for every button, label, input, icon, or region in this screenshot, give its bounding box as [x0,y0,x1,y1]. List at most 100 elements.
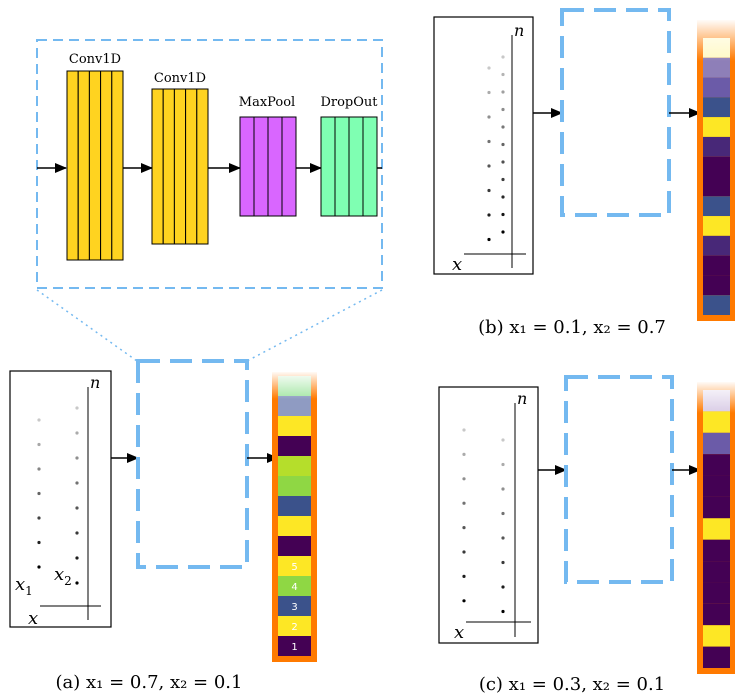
legend-value: 4 [291,582,297,593]
output-cell [703,117,730,137]
panel-c-caption: (c) x₁ = 0.3, x₂ = 0.1 [479,674,665,694]
sample-dot [501,536,505,540]
panel-a-x2-label: x2 [54,564,72,588]
output-fade [696,19,735,61]
panel-b-n-label: n [514,21,524,40]
sample-dot [501,160,505,164]
output-cell [278,416,311,436]
output-cell [703,97,730,118]
output-fade [271,371,318,399]
panel-c-dots [462,428,505,614]
legend-value: 2 [291,622,297,633]
layer-band [66,70,79,261]
sample-dot [75,431,79,435]
panel-a-output-column: 5 4 3 2 1 [271,371,318,662]
panel-a-caption: (a) x₁ = 0.7, x₂ = 0.1 [56,672,243,693]
sample-dot [501,195,505,199]
sample-dot [462,599,466,603]
layer-band [173,88,187,245]
output-cell [703,176,730,197]
output-cell [278,396,311,416]
sample-dot [487,139,491,144]
output-cell [703,561,730,583]
output-cell [278,496,311,516]
sample-dot [37,565,41,569]
output-cell [278,516,311,536]
sample-dot [501,487,505,491]
output-cell [703,475,730,497]
output-cell [703,255,730,276]
output-cell [703,235,730,256]
sample-dot [501,438,505,442]
output-cell [278,456,311,476]
sample-dot [501,142,505,147]
sample-dot [487,188,491,193]
sample-dot [37,540,41,545]
layer-band [151,88,164,245]
sample-dot [462,477,466,481]
layer-band [100,70,113,261]
panel-c: n x (c) x₁ = 0.3, x₂ = 0.1 [438,375,735,694]
panel-b-output-column [696,19,735,321]
panel-c-x-label: x [454,622,464,643]
sample-dot [462,452,466,456]
sample-dot [37,442,41,447]
output-cell [703,275,730,296]
sample-dot [487,237,491,242]
output-cell [278,616,311,636]
panel-a-network-box [136,359,249,569]
output-cell [703,518,730,540]
layer-band [348,116,364,217]
layer-band [320,116,336,217]
sample-dot [75,581,79,585]
layer-label-conv1d-2: Conv1D [154,71,206,86]
output-cell [703,77,730,98]
layer-band [267,116,283,217]
sample-dot [487,115,491,119]
output-cell [703,136,730,157]
network-zoom: Conv1D Conv1D MaxPool DropOut [36,39,383,362]
output-cell [278,476,311,496]
layer-conv1d-2 [151,88,209,245]
sample-dot [487,90,491,95]
output-cell [703,539,730,562]
output-cell [703,603,730,626]
layer-band [162,88,175,245]
layer-maxpool [239,116,297,217]
sample-dot [501,90,505,94]
output-cell [703,295,730,315]
panel-c-output-column [696,381,735,674]
layer-band [111,70,124,261]
sample-dot [462,574,466,579]
layer-band [362,116,378,217]
layer-band [77,70,90,261]
layer-label-conv1d-1: Conv1D [69,52,121,67]
sample-dot [37,418,41,422]
output-cell [278,596,311,616]
output-cell [278,536,311,556]
sample-dot [501,230,505,234]
output-cell [703,646,730,668]
layer-band [334,116,350,217]
sample-dot [501,560,505,565]
layer-label-maxpool: MaxPool [239,95,295,110]
sample-dot [75,531,79,535]
sample-dot [462,501,466,505]
panel-b-x-label: x [452,254,462,275]
layer-conv1d-1 [66,70,124,261]
panel-b-caption: (b) x₁ = 0.1, x₂ = 0.7 [478,317,666,338]
sample-dot [501,125,505,129]
sample-dot [462,550,466,554]
sample-dot [501,212,505,217]
output-cell [703,196,730,217]
layer-band [253,116,269,217]
panel-b-input-box [433,16,534,275]
panel-a: n x x1 x2 5 4 3 2 1 (a) x₁ = 0.7, x₂ = 0.1 [9,359,318,693]
sample-dot [501,511,505,516]
output-cell [703,454,730,476]
layer-dropout [320,116,378,217]
sample-dot [37,467,41,471]
output-cell [703,625,730,647]
panel-a-input-box [9,370,112,628]
